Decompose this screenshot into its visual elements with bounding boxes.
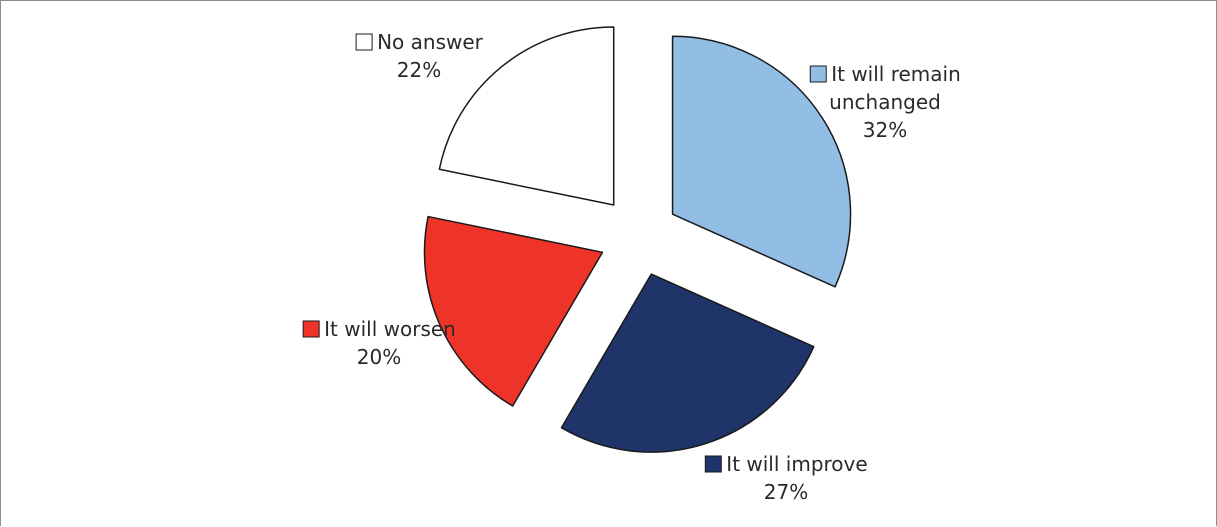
slice-category-label: It will worsen (324, 317, 456, 341)
pie-slices (423, 26, 852, 453)
slice-percent-label: 20% (357, 345, 401, 369)
slice-label-2: It will worsen 20% (302, 317, 456, 369)
slice-category-label: unchanged (829, 90, 941, 114)
slice-percent-label: 27% (764, 480, 808, 504)
slice-label-0: It will remain unchanged 32% (809, 62, 961, 142)
slice-category-label: No answer (377, 30, 484, 54)
pie-slice-3 (438, 26, 615, 206)
pie-slice-2 (423, 215, 604, 407)
slice-label-1: It will improve 27% (704, 452, 868, 504)
pie-slice-0 (671, 35, 852, 288)
slice-percent-label: 32% (863, 118, 907, 142)
legend-swatch-1 (704, 455, 722, 473)
legend-swatch-3 (355, 33, 373, 51)
slice-percent-label: 22% (397, 58, 441, 82)
legend-swatch-0 (809, 65, 827, 83)
legend-swatch-2 (302, 320, 320, 338)
pie-labels: It will remain unchanged 32% It will improv… (302, 30, 961, 504)
slice-label-3: No answer 22% (355, 30, 484, 82)
slice-category-label: It will remain (831, 62, 961, 86)
slice-category-label: It will improve (726, 452, 867, 476)
pie-slice-1 (560, 273, 815, 453)
